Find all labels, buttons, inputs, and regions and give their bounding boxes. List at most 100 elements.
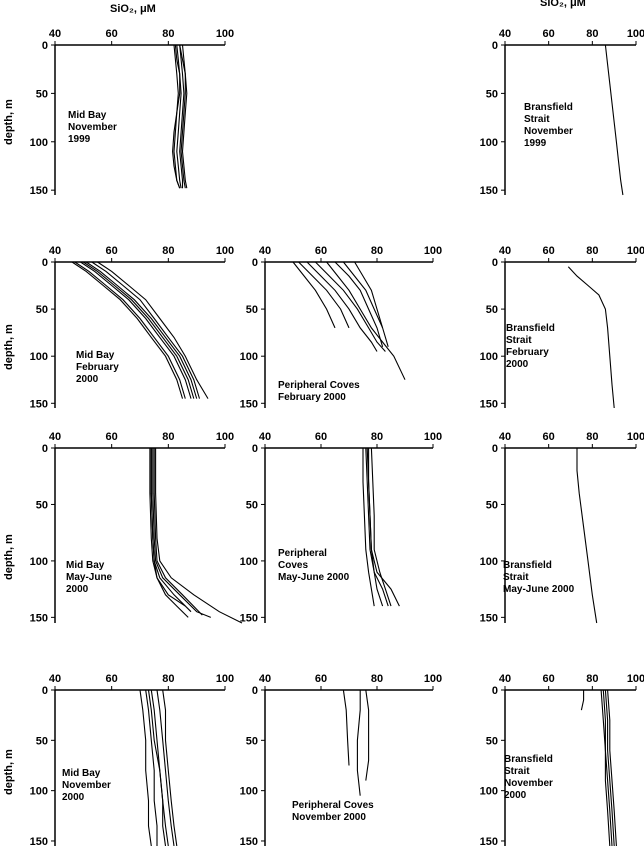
y-tick-label: 50 bbox=[246, 735, 258, 747]
panel-label-line: November 2000 bbox=[292, 812, 366, 823]
y-tick-label: 100 bbox=[480, 351, 498, 363]
profile-line-3 bbox=[365, 689, 370, 781]
panel-label-line: Coves bbox=[278, 560, 308, 571]
x-tick-label: 100 bbox=[216, 28, 234, 40]
profile-line-1 bbox=[567, 266, 615, 409]
panel-label-line: November bbox=[504, 778, 553, 789]
profile-line-7 bbox=[71, 261, 184, 399]
x-tick-label: 60 bbox=[543, 431, 555, 443]
y-tick-label: 100 bbox=[240, 786, 258, 798]
y-tick-label: 150 bbox=[30, 612, 48, 624]
profile-line-5 bbox=[326, 261, 406, 380]
panel-label-line: Strait bbox=[506, 335, 532, 346]
profile-line-8 bbox=[354, 261, 384, 329]
x-tick-label: 100 bbox=[424, 431, 442, 443]
x-tick-label: 100 bbox=[627, 673, 644, 685]
y-tick-label: 0 bbox=[252, 443, 258, 455]
panel-2: 40 60 80 100 0 50 100 150 BransfieldStraitNovemb… bbox=[480, 28, 644, 197]
panel-label-line: Mid Bay bbox=[76, 350, 115, 361]
x-tick-label: 80 bbox=[162, 431, 174, 443]
x-tick-label: 40 bbox=[499, 673, 511, 685]
y-tick-label: 150 bbox=[30, 185, 48, 197]
y-tick-label: 100 bbox=[240, 351, 258, 363]
ylabel-row-3: depth, m bbox=[3, 534, 15, 580]
panel-label-line: Mid Bay bbox=[62, 768, 101, 779]
x-tick-label: 100 bbox=[216, 245, 234, 257]
x-tick-label: 80 bbox=[371, 431, 383, 443]
y-tick-label: 50 bbox=[486, 88, 498, 100]
y-tick-label: 150 bbox=[480, 185, 498, 197]
y-tick-label: 150 bbox=[30, 836, 48, 846]
y-tick-label: 150 bbox=[480, 836, 498, 846]
profile-line-2 bbox=[365, 447, 389, 607]
x-tick-label: 100 bbox=[424, 673, 442, 685]
profile-line-2 bbox=[153, 448, 203, 616]
ylabel-row-4: depth, m bbox=[3, 749, 15, 795]
panel-label-line: Strait bbox=[524, 114, 550, 125]
y-tick-label: 50 bbox=[36, 304, 48, 316]
x-tick-label: 80 bbox=[371, 673, 383, 685]
y-tick-label: 50 bbox=[36, 499, 48, 511]
profile-line-3 bbox=[85, 261, 198, 399]
y-tick-label: 0 bbox=[492, 685, 498, 697]
y-tick-label: 100 bbox=[30, 786, 48, 798]
panel-label-line: February 2000 bbox=[278, 392, 346, 403]
profile-line-4 bbox=[315, 261, 386, 352]
profile-line-3 bbox=[604, 689, 615, 846]
profile-line-2 bbox=[145, 689, 158, 846]
panel-label-line: 1999 bbox=[524, 138, 547, 149]
panel-5: 40 60 80 100 0 50 100 150 BransfieldStraitFebrua… bbox=[480, 245, 644, 410]
profile-line-1 bbox=[139, 689, 152, 846]
y-tick-label: 50 bbox=[36, 735, 48, 747]
x-tick-label: 80 bbox=[162, 28, 174, 40]
panel-label-line: Bransfield bbox=[504, 754, 553, 765]
panel-label-line: Peripheral Coves bbox=[278, 380, 360, 391]
x-tick-label: 80 bbox=[371, 245, 383, 257]
panel-label-line: Bransfield bbox=[524, 102, 573, 113]
profile-line-1 bbox=[604, 44, 624, 196]
panel-4: 40 60 80 100 0 50 100 150 Peripheral CovesFebrua… bbox=[240, 245, 443, 410]
profile-line-6 bbox=[149, 448, 189, 618]
panel-label-line: February bbox=[76, 362, 119, 373]
panel-label-line: Bransfield bbox=[506, 323, 555, 334]
ylabel-row-2: depth, m bbox=[3, 324, 15, 370]
x-tick-label: 100 bbox=[627, 28, 644, 40]
profile-line-3 bbox=[152, 448, 212, 618]
profile-line-6 bbox=[162, 689, 178, 846]
y-tick-label: 0 bbox=[42, 257, 48, 269]
y-tick-label: 150 bbox=[240, 398, 258, 410]
panel-label-line: Peripheral Coves bbox=[292, 800, 374, 811]
x-tick-label: 80 bbox=[586, 28, 598, 40]
panel-label-line: November bbox=[524, 126, 573, 137]
profile-line-2 bbox=[356, 690, 361, 796]
x-tick-label: 80 bbox=[162, 245, 174, 257]
profile-line-4 bbox=[155, 448, 243, 624]
x-tick-label: 40 bbox=[499, 431, 511, 443]
panel-label-line: 2000 bbox=[506, 359, 529, 370]
profile-line-1 bbox=[173, 44, 181, 189]
x-tick-label: 40 bbox=[499, 245, 511, 257]
panel-label-line: May-June bbox=[66, 572, 113, 583]
x-tick-label: 40 bbox=[49, 28, 61, 40]
profile-line-5 bbox=[600, 689, 611, 846]
y-tick-label: 50 bbox=[486, 735, 498, 747]
x-tick-label: 60 bbox=[543, 673, 555, 685]
profile-line-2 bbox=[298, 261, 350, 329]
panel-label-line: 1999 bbox=[68, 134, 91, 145]
y-tick-label: 150 bbox=[240, 612, 258, 624]
profile-line-5 bbox=[147, 689, 169, 846]
x-tick-label: 60 bbox=[315, 431, 327, 443]
x-tick-label: 60 bbox=[106, 245, 118, 257]
x-tick-label: 60 bbox=[543, 28, 555, 40]
x-tick-label: 60 bbox=[106, 673, 118, 685]
profile-line-2 bbox=[602, 689, 613, 846]
profile-line-4 bbox=[156, 689, 175, 846]
profile-line-1 bbox=[292, 261, 336, 329]
x-tick-label: 100 bbox=[216, 673, 234, 685]
